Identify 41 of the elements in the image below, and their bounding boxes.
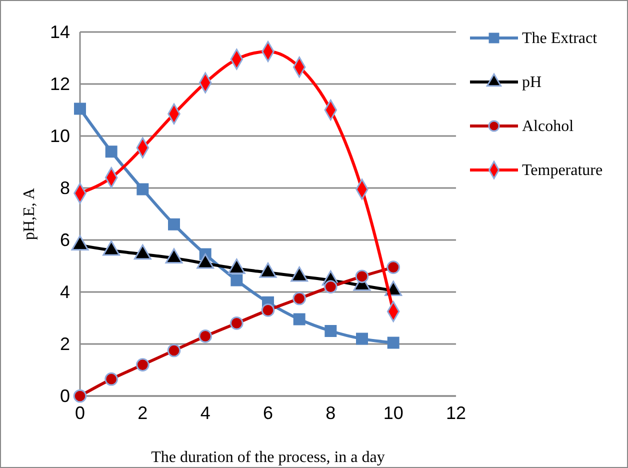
y-tick-label: 4 xyxy=(60,282,70,302)
legend-label: pH xyxy=(522,74,542,91)
point xyxy=(293,313,306,326)
legend-label: Temperature xyxy=(522,162,603,179)
point xyxy=(386,260,400,274)
y-tick-label: 2 xyxy=(60,334,70,354)
point xyxy=(387,336,400,349)
point xyxy=(74,102,86,115)
y-tick-label: 14 xyxy=(50,22,70,42)
x-tick-label: 6 xyxy=(262,402,274,423)
point xyxy=(168,218,180,230)
point xyxy=(356,332,368,345)
point xyxy=(261,304,275,317)
x-tick-label: 0 xyxy=(74,402,86,423)
x-tick-label: 2 xyxy=(138,402,148,423)
legend-label: Alcohol xyxy=(522,118,574,135)
point xyxy=(230,274,243,286)
y-tick-label: 8 xyxy=(60,178,70,198)
point xyxy=(105,146,118,158)
y-tick-label: 12 xyxy=(50,74,70,94)
point xyxy=(324,325,337,337)
point xyxy=(324,280,338,294)
y-tick-label: 0 xyxy=(60,386,70,406)
point xyxy=(104,372,118,386)
x-tick-label: 4 xyxy=(200,402,210,423)
x-tick-label: 8 xyxy=(326,402,336,423)
x-tick-label: 12 xyxy=(446,402,466,423)
point xyxy=(230,316,244,330)
point xyxy=(73,389,87,403)
y-axis-title: pH,E, A xyxy=(21,188,38,240)
x-axis-title: The duration of the process, in a day xyxy=(151,449,385,466)
legend-label: The Extract xyxy=(522,30,598,47)
y-tick-label: 10 xyxy=(50,126,70,146)
point xyxy=(167,344,181,358)
point xyxy=(136,358,150,372)
point xyxy=(198,330,212,343)
x-tick-label: 10 xyxy=(383,402,404,423)
point xyxy=(292,292,306,306)
point xyxy=(355,270,369,284)
point xyxy=(136,183,149,196)
y-tick-label: 6 xyxy=(60,230,70,250)
